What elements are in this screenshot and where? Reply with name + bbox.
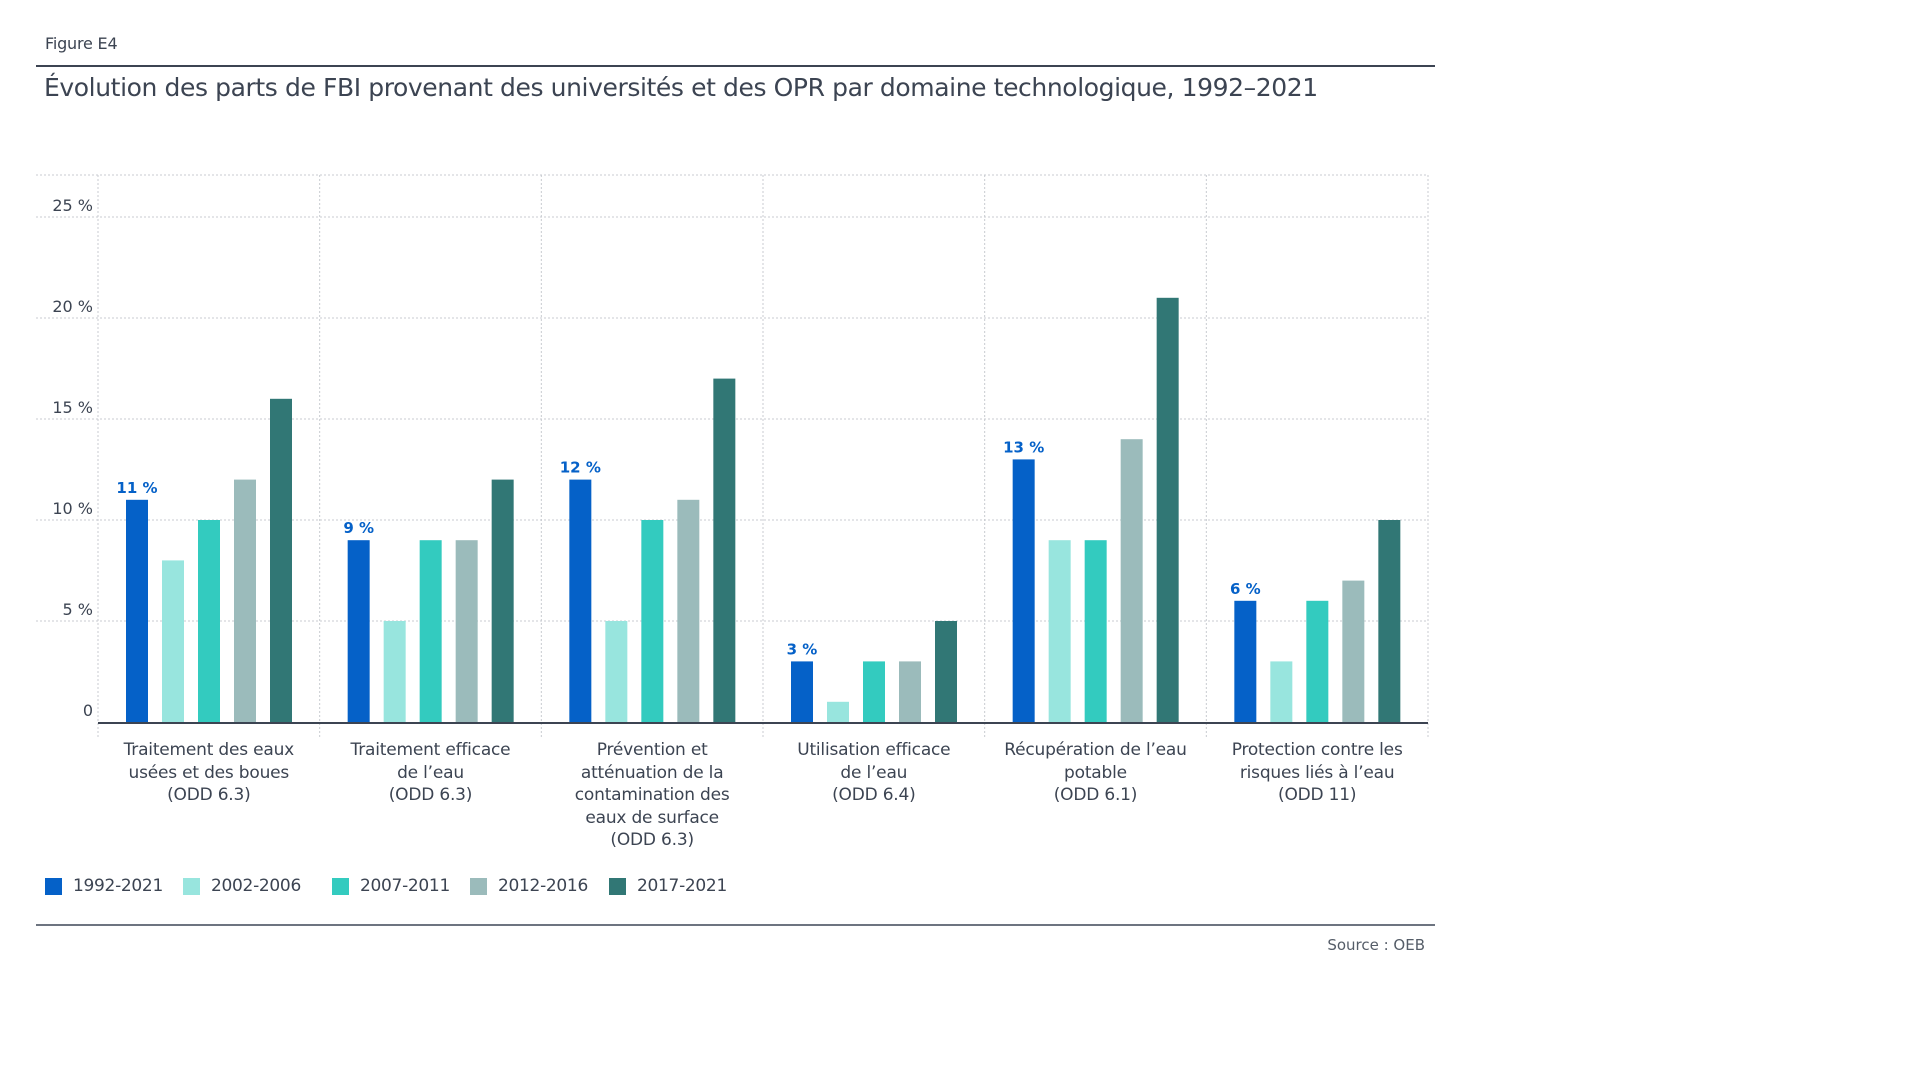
category-label-line: Traitement des eaux xyxy=(123,740,295,760)
legend-label: 2017-2021 xyxy=(637,876,727,896)
y-tick-label: 0 xyxy=(83,701,93,720)
bar xyxy=(791,661,813,722)
category-label-line: contamination des xyxy=(574,785,730,805)
legend-swatch xyxy=(609,877,626,895)
category-label-line: Récupération de l’eau xyxy=(1004,740,1187,760)
bar xyxy=(677,499,700,722)
category-label-line: Prévention et xyxy=(596,740,708,760)
y-tick-label: 10 % xyxy=(52,499,93,518)
category-label-line: (ODD 6.1) xyxy=(1053,785,1138,805)
bar xyxy=(198,520,220,722)
top-divider xyxy=(36,65,1435,67)
legend-item: 2012-2016 xyxy=(470,876,588,896)
category-label-line: usées et des boues xyxy=(128,762,290,783)
grid xyxy=(36,174,1429,738)
category-label-line: risques liés à l’eau xyxy=(1239,762,1395,783)
bar xyxy=(1048,540,1071,722)
category-label-line: Traitement efficace xyxy=(350,740,511,760)
legend-swatch xyxy=(470,877,487,895)
bar xyxy=(270,398,292,722)
category-label-line: de l’eau xyxy=(840,762,908,783)
data-labels: 11 % 9 % 12 % 3 % 13 % 6 % xyxy=(116,438,1260,658)
bar xyxy=(383,621,406,722)
legend-item: 2002-2006 xyxy=(183,876,301,896)
data-label: 11 % xyxy=(116,479,157,497)
y-tick-label: 5 % xyxy=(63,600,93,619)
data-label: 6 % xyxy=(1230,580,1261,598)
x-axis-category-label: Protection contre les risques liés à l’ea… xyxy=(1206,739,1428,807)
x-axis-category-label: Récupération de l’eau potable (ODD 6.1) xyxy=(985,739,1207,807)
y-tick-label: 15 % xyxy=(52,398,93,417)
bar xyxy=(827,701,849,722)
x-axis-category-label: Traitement efficace de l’eau (ODD 6.3) xyxy=(320,739,542,807)
category-label-line: Utilisation efficace xyxy=(797,740,951,760)
legend-swatch xyxy=(45,877,62,895)
bar xyxy=(1378,520,1401,722)
y-axis-ticks: 0 5 % 10 % 15 % 20 % 25 % xyxy=(52,196,93,720)
figure-label: Figure E4 xyxy=(45,34,118,53)
category-label-line: eaux de surface xyxy=(585,807,719,828)
legend-item: 1992-2021 xyxy=(45,876,163,896)
bar xyxy=(1234,600,1257,722)
category-label-line: (ODD 6.4) xyxy=(832,785,916,805)
bar xyxy=(234,479,256,722)
bottom-divider xyxy=(36,924,1435,926)
bar xyxy=(1012,459,1035,722)
bar xyxy=(491,479,514,722)
category-label-line: (ODD 6.3) xyxy=(167,785,251,805)
bar xyxy=(1306,600,1329,722)
data-label: 13 % xyxy=(1003,438,1044,456)
bar xyxy=(419,540,442,722)
category-label-line: (ODD 6.3) xyxy=(610,830,694,850)
bar xyxy=(1084,540,1107,722)
category-label-line: de l’eau xyxy=(397,762,464,783)
x-axis-category-label: Prévention et atténuation de la contaminat… xyxy=(541,739,763,852)
source-note: Source : OEB xyxy=(1327,936,1425,954)
bar xyxy=(1156,297,1179,722)
bar xyxy=(641,520,664,722)
legend-label: 2002-2006 xyxy=(211,876,301,896)
bar xyxy=(126,499,148,722)
legend-item: 2017-2021 xyxy=(609,876,727,896)
x-axis-category-label: Traitement des eaux usées et des boues (OD… xyxy=(98,739,320,807)
y-tick-label: 25 % xyxy=(52,196,93,215)
data-label: 9 % xyxy=(343,519,374,537)
legend-swatch xyxy=(332,877,349,895)
bars xyxy=(126,297,1401,722)
bar xyxy=(455,540,478,722)
category-label-line: atténuation de la xyxy=(580,762,724,783)
bar xyxy=(713,378,736,722)
data-label: 12 % xyxy=(560,459,601,477)
bar xyxy=(863,661,885,722)
category-label-line: potable xyxy=(1064,762,1127,783)
bar xyxy=(899,661,921,722)
bar xyxy=(1120,439,1143,722)
bar xyxy=(1342,580,1365,722)
category-label-line: (ODD 11) xyxy=(1278,785,1357,805)
bar xyxy=(605,621,628,722)
legend-label: 1992-2021 xyxy=(73,876,163,896)
bar xyxy=(935,621,957,722)
bar xyxy=(162,560,184,722)
category-label-line: (ODD 6.3) xyxy=(388,785,473,805)
bar xyxy=(347,540,370,722)
category-label-line: Protection contre les xyxy=(1231,740,1403,760)
legend-label: 2012-2016 xyxy=(498,876,588,896)
legend-label: 2007-2011 xyxy=(360,876,450,896)
x-axis-category-label: Utilisation efficace de l’eau (ODD 6.4) xyxy=(763,739,985,807)
y-tick-label: 20 % xyxy=(52,297,93,316)
chart-title: Évolution des parts de FBI provenant des… xyxy=(44,73,1318,102)
bar xyxy=(1270,661,1293,722)
legend-swatch xyxy=(183,877,200,895)
data-label: 3 % xyxy=(787,640,818,658)
bar xyxy=(569,479,592,722)
legend-item: 2007-2011 xyxy=(332,876,450,896)
